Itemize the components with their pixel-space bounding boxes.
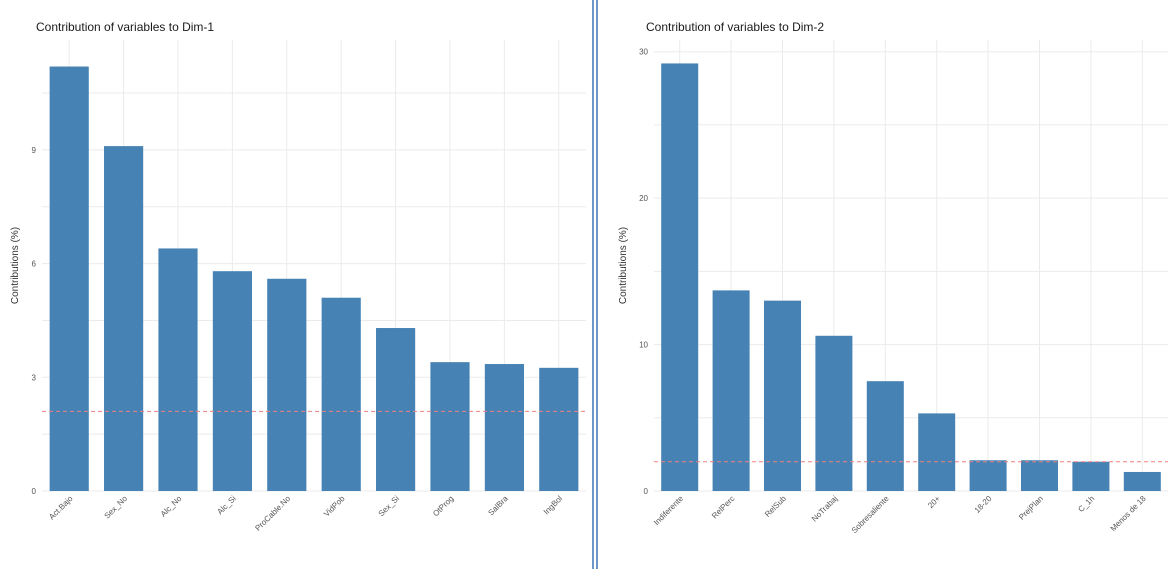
- bar-notrabaj: [815, 335, 853, 491]
- chart-panel-dim2: Contribution of variables to Dim-2 0 10 20…: [596, 0, 1172, 569]
- bar-relsub: [763, 300, 802, 491]
- bar-alc-si: [212, 271, 252, 491]
- bar-sex-no: [104, 146, 144, 491]
- bar-indiferente: [661, 63, 699, 492]
- x-tick-label: 18-20: [973, 494, 994, 515]
- chart-title-dim1: Contribution of variables to Dim-1: [36, 20, 215, 34]
- y-tick-label: 3: [32, 373, 37, 382]
- x-tick-label: Alc_Si: [215, 494, 238, 517]
- bar-sex-si: [376, 328, 416, 491]
- x-tick-label: SalBra: [486, 494, 510, 518]
- chart-panel-dim1: Contribution of variables to Dim-1 0 3 6 9 A…: [10, 0, 594, 569]
- bar-prejplan: [1020, 460, 1059, 491]
- x-tick-label: Indiferente: [652, 494, 685, 527]
- bar-18-20: [969, 460, 1007, 491]
- y-tick-label: 30: [639, 48, 648, 57]
- bar-procable-no: [267, 278, 307, 491]
- y-tick-label: 0: [644, 487, 649, 496]
- x-tick-label: RelSub: [763, 494, 788, 519]
- bar-menos-de-18: [1123, 471, 1161, 491]
- x-tick-label: Sex_No: [103, 494, 130, 521]
- x-tick-label: PrejPlan: [1017, 494, 1045, 522]
- chart-svg-dim1: 0 3 6 9 Act.Bajo Sex_No Alc_No Alc_Si ProCable.N…: [10, 40, 586, 533]
- y-tick-label: 10: [639, 341, 648, 350]
- x-tick-label: RelPerc: [710, 494, 736, 520]
- y-tick-label: 9: [32, 146, 37, 155]
- x-tick-label: 20+: [926, 494, 942, 510]
- x-tick-label: NoTrabaj: [810, 494, 840, 524]
- y-tick-label: 0: [32, 487, 37, 496]
- y-tick-label: 20: [639, 194, 648, 203]
- x-tick-label: OtProg: [431, 494, 455, 518]
- bar-act-bajo: [49, 66, 89, 491]
- x-tick-label: VidPob: [322, 494, 347, 519]
- y-axis-label: Contributions (%): [618, 227, 629, 304]
- bar-relperc: [712, 290, 750, 491]
- chart-svg-dim2: 0 10 20 30 Indiferente RelPerc RelSub NoTrabaj S…: [618, 40, 1168, 535]
- bar-vidpob: [321, 297, 361, 491]
- x-tick-label: Alc_No: [159, 494, 184, 519]
- bar-otprog: [430, 362, 470, 491]
- x-tick-label: Act.Bajo: [47, 494, 75, 522]
- x-tick-label: Menos de 18: [1109, 494, 1148, 533]
- chart-title-dim2: Contribution of variables to Dim-2: [646, 20, 825, 34]
- x-tick-label: C_1h: [1076, 494, 1096, 514]
- y-axis-label: Contributions (%): [10, 227, 21, 304]
- bar-c-1h: [1072, 461, 1110, 491]
- bar-20-: [918, 413, 956, 491]
- y-tick-label: 6: [32, 260, 37, 269]
- bar-alc-no: [158, 248, 198, 491]
- bar-salbra: [484, 364, 524, 491]
- bar-sobresaliente: [866, 381, 904, 491]
- x-tick-label: IngBol: [542, 494, 565, 517]
- bar-ingbol: [539, 367, 579, 491]
- x-tick-label: Sobresaliente: [850, 494, 891, 535]
- x-tick-label: Sex_Si: [377, 494, 401, 518]
- x-tick-label: ProCable.No: [253, 494, 292, 533]
